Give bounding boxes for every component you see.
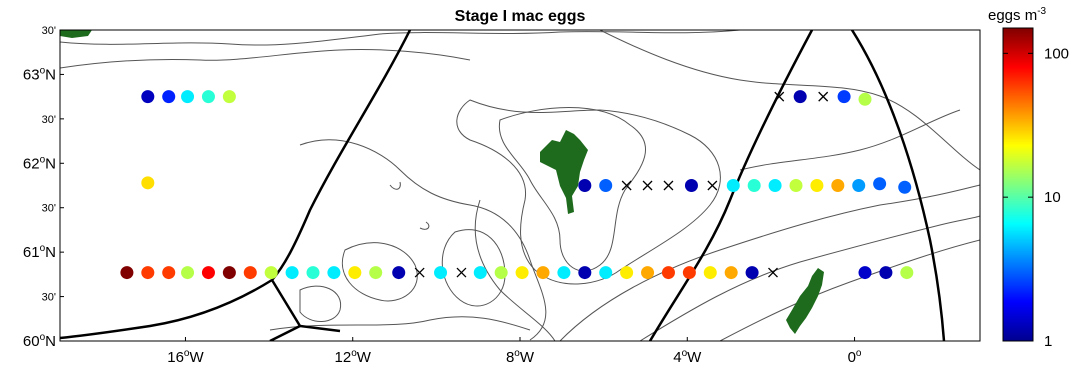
station-point xyxy=(879,266,893,280)
lat-tick-label: 30' xyxy=(42,114,56,126)
colorbar-tick-label: 10 xyxy=(1044,189,1061,206)
lat-tick-label: 30' xyxy=(42,292,56,304)
station-point xyxy=(578,179,592,192)
station-point xyxy=(661,266,675,280)
colorbar-gradient xyxy=(1002,27,1034,342)
station-zero-marker xyxy=(456,267,467,278)
station-point xyxy=(162,90,176,104)
station-point xyxy=(285,266,299,280)
station-zero-marker xyxy=(707,180,718,191)
station-point xyxy=(599,266,613,280)
map-title: Stage I mac eggs xyxy=(455,8,586,25)
station-point xyxy=(858,92,872,106)
lon-tick-label: 12oW xyxy=(335,348,372,366)
station-point xyxy=(515,266,529,280)
station-point xyxy=(900,266,914,280)
bathymetry-contours xyxy=(60,30,980,341)
colorbar-tick-label: 1 xyxy=(1044,333,1052,350)
station-point xyxy=(682,266,696,280)
boundary-west xyxy=(271,30,412,281)
station-point xyxy=(536,266,550,280)
latitude-ticks: 30' 63oN 30' 62oN 30' 61oN 30' 60oN xyxy=(23,25,64,350)
station-zero-marker xyxy=(642,180,653,191)
station-point xyxy=(141,266,155,280)
colorbar-tick-label: 100 xyxy=(1044,45,1069,62)
station-point xyxy=(831,179,845,192)
station-point xyxy=(327,266,341,280)
station-point xyxy=(724,266,738,280)
station-point xyxy=(222,90,236,104)
station-point xyxy=(852,179,866,192)
station-point xyxy=(768,179,782,192)
station-point xyxy=(726,179,740,192)
station-point xyxy=(264,266,278,280)
lat-tick-label: 30' xyxy=(42,25,56,37)
station-point xyxy=(181,266,195,280)
colorbar: eggs m-3 100 10 1 xyxy=(988,6,1069,350)
survey-stations xyxy=(120,90,914,280)
station-point xyxy=(306,266,320,280)
station-point xyxy=(201,266,215,280)
station-point xyxy=(141,176,155,190)
station-point xyxy=(578,266,592,280)
station-point xyxy=(793,90,807,104)
station-point xyxy=(243,266,257,280)
station-point xyxy=(392,266,406,280)
land-masses xyxy=(60,30,824,334)
station-point xyxy=(473,266,487,280)
station-point xyxy=(858,266,872,280)
colorbar-ticks: 100 10 1 xyxy=(1003,45,1069,350)
lat-tick-label: 63oN xyxy=(23,65,56,83)
station-point xyxy=(181,90,195,104)
station-zero-marker xyxy=(414,267,425,278)
lat-tick-label: 62oN xyxy=(23,154,56,172)
station-point xyxy=(222,266,236,280)
station-zero-marker xyxy=(774,91,785,102)
station-point xyxy=(684,179,698,192)
map-area xyxy=(60,30,980,341)
station-point xyxy=(873,177,887,191)
boundary-lines xyxy=(60,30,946,341)
station-point xyxy=(898,180,912,194)
station-point xyxy=(557,266,571,280)
station-point xyxy=(120,266,134,280)
station-point xyxy=(369,266,383,280)
station-zero-marker xyxy=(768,267,778,278)
lat-tick-label: 60oN xyxy=(23,332,56,350)
station-point xyxy=(703,266,717,280)
station-point xyxy=(494,266,508,280)
shetland-islands xyxy=(786,268,824,334)
station-point xyxy=(620,266,634,280)
lat-tick-label: 61oN xyxy=(23,243,56,261)
longitude-ticks: 16oW 12oW 8oW 4oW 0o xyxy=(167,337,862,366)
lon-tick-label: 8oW xyxy=(506,348,535,366)
boundary-central xyxy=(648,30,814,341)
station-point xyxy=(641,266,655,280)
station-point xyxy=(599,179,613,192)
station-point xyxy=(810,179,824,192)
station-point xyxy=(201,90,215,104)
station-point xyxy=(434,266,448,280)
station-point xyxy=(141,90,155,104)
iceland-coast xyxy=(60,30,92,38)
boundary-east xyxy=(850,30,946,341)
station-zero-marker xyxy=(818,91,829,102)
station-zero-marker xyxy=(621,180,632,191)
station-point xyxy=(789,179,803,192)
station-zero-marker xyxy=(663,180,674,191)
station-point xyxy=(162,266,176,280)
lon-tick-label: 16oW xyxy=(167,348,204,366)
lon-tick-label: 0o xyxy=(848,348,862,366)
lat-tick-label: 30' xyxy=(42,203,56,215)
faroe-islands xyxy=(540,130,588,214)
colorbar-label: eggs m-3 xyxy=(988,6,1047,24)
boundary-sw xyxy=(60,278,273,340)
station-point xyxy=(837,90,851,104)
lon-tick-label: 4oW xyxy=(673,348,702,366)
boundary-south xyxy=(269,324,301,341)
station-point xyxy=(348,266,362,280)
station-point xyxy=(745,266,759,280)
station-point xyxy=(747,179,761,192)
